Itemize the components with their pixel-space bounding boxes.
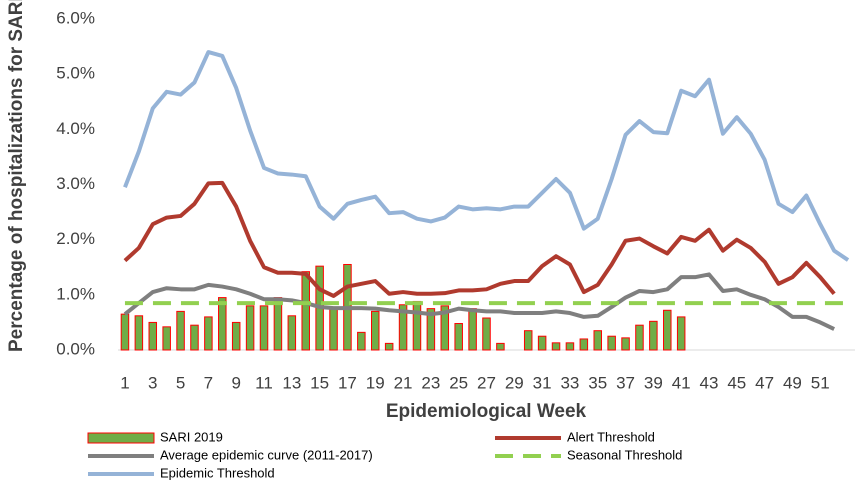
y-tick-label: 5.0% [56, 64, 95, 83]
y-tick-label: 1.0% [56, 284, 95, 303]
bar [273, 297, 283, 351]
x-tick-label: 25 [449, 373, 468, 392]
bar [482, 317, 491, 351]
x-tick-label: 41 [672, 373, 691, 392]
bar [120, 313, 130, 351]
y-tick-label: 6.0% [56, 8, 95, 27]
legend-label: Seasonal Threshold [567, 447, 682, 462]
x-tick-label: 5 [176, 373, 185, 392]
x-tick-label: 35 [588, 373, 607, 392]
bar [245, 305, 255, 351]
x-tick-label: 9 [231, 373, 240, 392]
line [123, 180, 836, 298]
bar [398, 304, 408, 351]
legend-label: Average epidemic curve (2011-2017) [160, 447, 373, 462]
x-tick-label: 51 [811, 373, 830, 392]
bar [496, 342, 505, 351]
x-tick-label: 7 [204, 373, 213, 392]
x-tick-label: 19 [366, 373, 385, 392]
x-tick-label: 21 [394, 373, 413, 392]
x-tick-label: 47 [755, 373, 774, 392]
legend-label: Alert Threshold [567, 429, 655, 444]
bar [468, 308, 477, 351]
bar [148, 321, 158, 351]
x-tick-label: 39 [644, 373, 663, 392]
bar [218, 297, 227, 351]
bar [440, 305, 450, 351]
bar [176, 310, 185, 351]
bar [329, 308, 338, 351]
bar [134, 315, 144, 351]
x-tick-label: 29 [505, 373, 524, 392]
line [123, 50, 850, 262]
bar [649, 320, 658, 351]
bar [635, 324, 644, 351]
bar [565, 342, 575, 351]
bar [231, 321, 241, 351]
bar [412, 300, 422, 351]
x-tick-label: 49 [783, 373, 802, 392]
x-tick-label: 31 [533, 373, 552, 392]
x-tick-label: 45 [727, 373, 746, 392]
x-tick-label: 1 [120, 373, 129, 392]
x-tick-label: 15 [310, 373, 329, 392]
bar [287, 315, 297, 351]
legend-swatch [87, 432, 155, 444]
legend-label: SARI 2019 [160, 429, 223, 444]
bar [607, 335, 616, 351]
bar [426, 308, 436, 351]
x-tick-label: 3 [148, 373, 157, 392]
bar [579, 338, 589, 351]
x-tick-label: 33 [560, 373, 579, 392]
bar [259, 305, 269, 351]
x-tick-label: 11 [255, 373, 273, 392]
bar [523, 330, 533, 351]
y-tick-label: 3.0% [56, 174, 95, 193]
legend-label: Epidemic Threshold [160, 465, 275, 480]
y-tick-label: 4.0% [56, 119, 95, 138]
bar [371, 310, 380, 351]
bar [676, 316, 686, 351]
bar [454, 323, 463, 351]
x-tick-label: 13 [282, 373, 301, 392]
x-tick-label: 27 [477, 373, 496, 392]
bar [357, 331, 366, 351]
x-tick-label: 37 [616, 373, 635, 392]
line [123, 272, 836, 331]
x-tick-label: 17 [338, 373, 357, 392]
bar [593, 330, 602, 351]
bar [537, 335, 547, 351]
x-tick-label: 23 [421, 373, 440, 392]
bar [621, 337, 630, 351]
bar [190, 324, 199, 351]
bar [384, 342, 394, 351]
bar [204, 316, 213, 351]
bar [162, 326, 171, 351]
x-axis-title: Epidemiological Week [386, 401, 587, 422]
y-tick-label: 0.0% [56, 339, 95, 358]
bar [663, 309, 672, 351]
bar [301, 271, 310, 351]
x-tick-label: 43 [700, 373, 719, 392]
bar [551, 342, 561, 351]
y-tick-label: 2.0% [56, 229, 95, 248]
y-axis-title: Percentage of hospitalizations for SARI [6, 0, 27, 352]
